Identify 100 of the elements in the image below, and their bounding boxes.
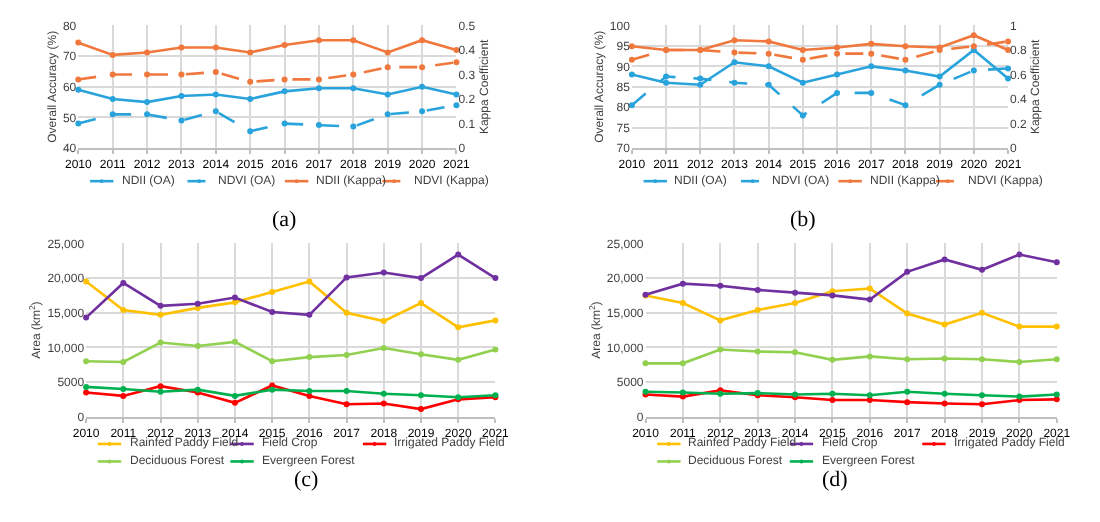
point	[380, 345, 387, 352]
point	[178, 71, 185, 78]
point	[455, 356, 462, 363]
point	[1016, 323, 1023, 330]
point	[178, 92, 185, 99]
point	[829, 390, 836, 397]
point	[157, 302, 164, 309]
point	[453, 59, 460, 66]
point	[717, 346, 724, 353]
point	[902, 102, 909, 109]
point	[978, 266, 985, 273]
point	[120, 392, 127, 399]
point	[343, 352, 350, 359]
point	[418, 351, 424, 358]
point	[157, 339, 164, 346]
point	[970, 67, 977, 74]
point	[350, 37, 357, 44]
point	[343, 309, 350, 316]
point	[247, 78, 254, 85]
point	[628, 56, 635, 63]
point	[1053, 259, 1060, 266]
point	[717, 282, 724, 289]
point	[765, 38, 772, 45]
point	[350, 123, 357, 130]
point	[663, 79, 670, 86]
point	[941, 400, 948, 407]
point	[178, 117, 185, 124]
line-series	[83, 338, 499, 365]
point	[83, 358, 90, 365]
point	[157, 388, 164, 395]
point	[792, 289, 799, 296]
point	[350, 71, 357, 78]
line-series	[83, 382, 499, 413]
text: (b)	[790, 208, 817, 232]
point	[178, 44, 185, 51]
point	[75, 120, 82, 127]
point	[384, 111, 391, 118]
line-series	[75, 83, 460, 106]
point	[144, 111, 151, 118]
point	[866, 353, 873, 360]
point	[1053, 323, 1060, 330]
point	[120, 385, 127, 392]
point	[492, 346, 499, 353]
point	[628, 71, 635, 78]
point	[419, 37, 426, 44]
point	[83, 389, 90, 396]
point	[799, 79, 806, 86]
point	[970, 32, 977, 39]
point	[663, 73, 670, 80]
point	[731, 49, 738, 56]
point	[109, 111, 116, 118]
point	[765, 50, 772, 57]
point	[281, 42, 288, 49]
point	[306, 354, 313, 361]
point	[834, 89, 841, 96]
point	[109, 51, 116, 58]
point	[978, 356, 985, 363]
text: (d)	[822, 468, 849, 492]
point	[343, 274, 350, 281]
point	[799, 112, 806, 119]
point	[866, 392, 873, 399]
point	[904, 310, 911, 317]
point	[247, 49, 254, 56]
point	[306, 278, 313, 285]
point	[212, 44, 219, 51]
point	[765, 63, 772, 70]
line-series	[642, 285, 1060, 330]
point	[419, 83, 426, 90]
point	[731, 59, 738, 66]
point	[157, 383, 164, 390]
point	[269, 288, 276, 295]
point	[453, 102, 460, 109]
point	[731, 79, 738, 86]
line-series	[83, 278, 499, 331]
point	[754, 348, 761, 355]
point	[315, 122, 322, 129]
point	[455, 324, 462, 331]
point	[904, 356, 911, 363]
point	[1016, 251, 1023, 258]
point	[419, 64, 426, 71]
point	[1053, 391, 1060, 398]
point	[212, 69, 219, 76]
point	[306, 311, 313, 318]
point	[120, 279, 127, 286]
point	[679, 300, 686, 307]
point	[231, 399, 238, 406]
point	[941, 390, 948, 397]
point	[384, 64, 391, 71]
point	[380, 390, 387, 397]
point	[231, 294, 238, 301]
point	[212, 108, 219, 115]
point	[902, 56, 909, 63]
point	[866, 296, 873, 303]
point	[834, 50, 841, 57]
point	[1053, 356, 1060, 363]
point	[492, 317, 499, 324]
point	[1016, 358, 1023, 365]
point	[868, 63, 875, 70]
point	[834, 71, 841, 78]
point	[419, 108, 426, 115]
